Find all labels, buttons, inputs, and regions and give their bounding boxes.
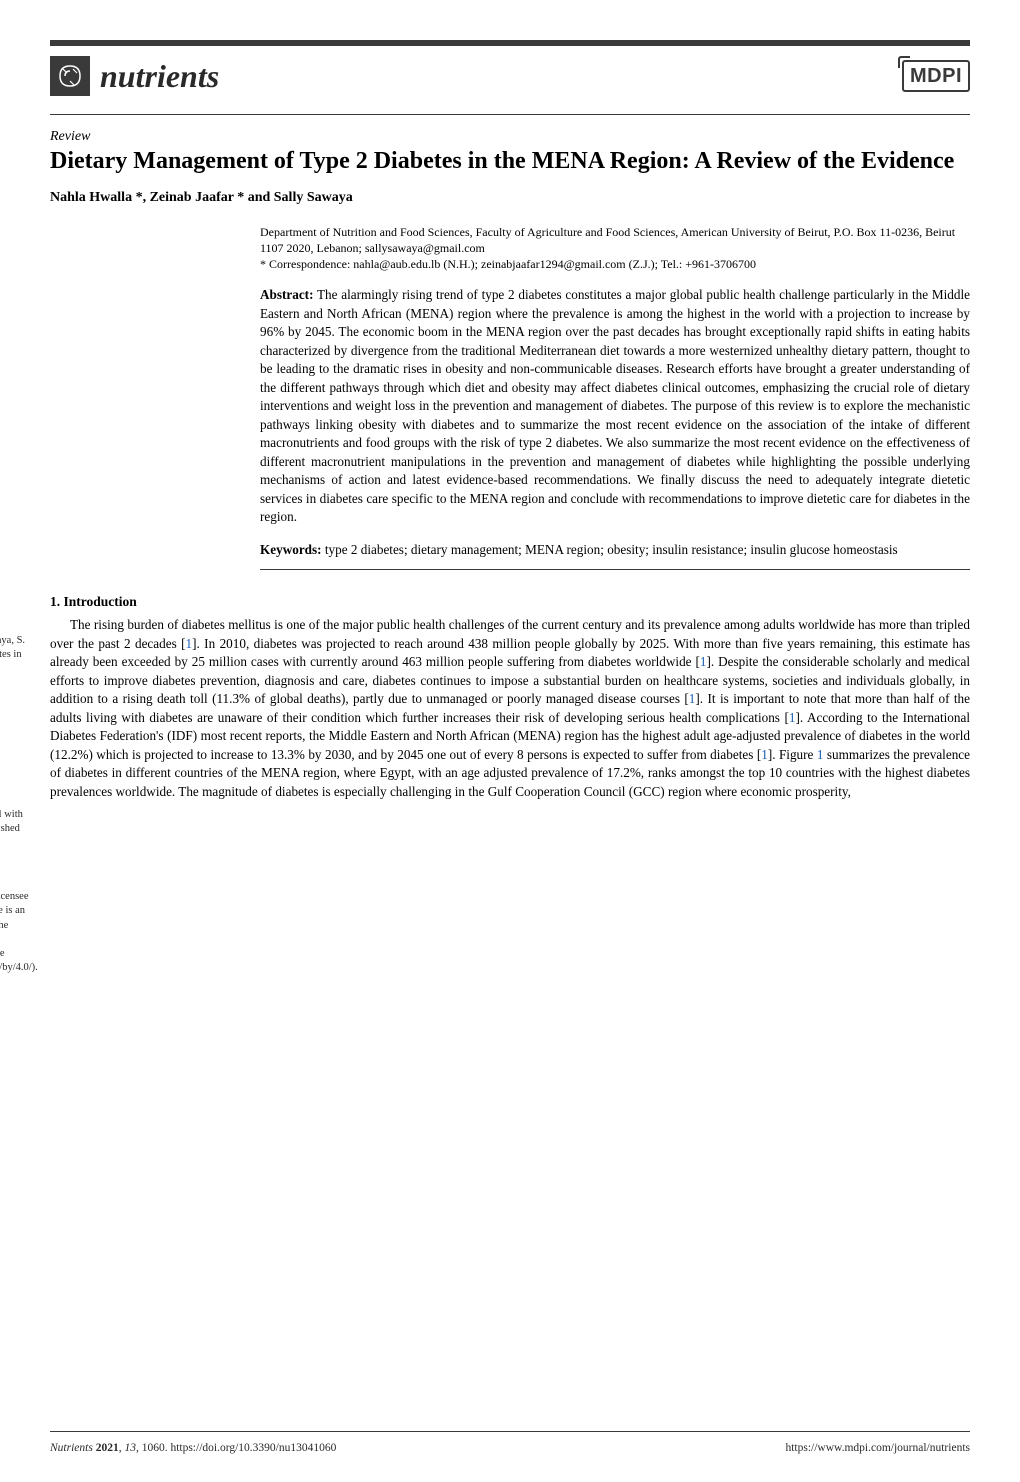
section-1-paragraph-1: The rising burden of diabetes mellitus i…	[50, 616, 970, 801]
published: Published: 24 March 2021	[0, 780, 30, 794]
journal-logo: nutrients	[50, 56, 219, 96]
lower-section: ✓ check for updates Citation: Hwalla, N.…	[50, 594, 970, 989]
body-text-f: ]. Figure	[768, 747, 817, 762]
affiliation-block: Department of Nutrition and Food Science…	[260, 224, 970, 273]
correspondence: * Correspondence: nahla@aub.edu.lb (N.H.…	[260, 256, 970, 272]
check-for-updates[interactable]: ✓ check for updates	[0, 594, 30, 620]
affiliation: Department of Nutrition and Food Science…	[260, 224, 970, 256]
keywords-rule	[260, 569, 970, 570]
article-title: Dietary Management of Type 2 Diabetes in…	[50, 147, 970, 176]
keywords-text: type 2 diabetes; dietary management; MEN…	[325, 542, 898, 557]
footer-journal: Nutrients	[50, 1442, 96, 1454]
nutrients-icon	[55, 61, 85, 91]
publisher-note-section: Publisher's Note: MDPI stays neutral wit…	[0, 808, 30, 851]
copyright-block: Copyright: © 2021 by the authors. Licens…	[0, 890, 30, 975]
footer: Nutrients 2021, 13, 1060. https://doi.or…	[50, 1442, 970, 1454]
citation-text: Hwalla, N.; Jaafar, Z.; Sawaya, S. Dieta…	[0, 635, 25, 703]
journal-name: nutrients	[100, 58, 219, 95]
abstract-text: The alarmingly rising trend of type 2 di…	[260, 287, 970, 524]
abstract-label: Abstract:	[260, 287, 313, 302]
authors: Nahla Hwalla *, Zeinab Jaafar * and Sall…	[50, 190, 970, 206]
mdpi-logo: MDPI	[902, 60, 970, 92]
accepted: Accepted: 21 March 2021	[0, 763, 30, 777]
section-1-heading: 1. Introduction	[50, 594, 970, 610]
keywords-block: Keywords: type 2 diabetes; dietary manag…	[260, 541, 970, 559]
ref-link-1e[interactable]: 1	[761, 747, 768, 762]
main-container: Review Dietary Management of Type 2 Diab…	[0, 115, 1020, 989]
article-column: Review Dietary Management of Type 2 Diab…	[50, 129, 970, 989]
editor-section: Academic Editor: Antonio Brunetti	[0, 719, 30, 733]
copyright-text: © 2021 by the authors. Licensee MDPI, Ba…	[0, 891, 38, 973]
journal-icon	[50, 56, 90, 96]
keywords-label: Keywords:	[260, 542, 322, 557]
received: Received: 1 February 2021	[0, 747, 30, 761]
footer-left: Nutrients 2021, 13, 1060. https://doi.or…	[50, 1442, 336, 1454]
footer-rule	[50, 1431, 970, 1432]
citation-section: Citation: Hwalla, N.; Jaafar, Z.; Sawaya…	[0, 634, 30, 705]
sidebar: ✓ check for updates Citation: Hwalla, N.…	[0, 594, 50, 989]
footer-right[interactable]: https://www.mdpi.com/journal/nutrients	[785, 1442, 970, 1454]
body-column: 1. Introduction The rising burden of dia…	[50, 594, 970, 989]
article-type: Review	[50, 129, 970, 145]
license-section: cc 👤 Copyright: © 2021 by the authors. L…	[0, 864, 30, 975]
top-bar	[50, 40, 970, 46]
dates-section: Received: 1 February 2021 Accepted: 21 M…	[0, 747, 30, 794]
publisher-note: MDPI stays neutral with regard to jurisd…	[0, 809, 23, 848]
header: nutrients MDPI	[0, 46, 1020, 114]
abstract: Abstract: The alarmingly rising trend of…	[260, 286, 970, 526]
